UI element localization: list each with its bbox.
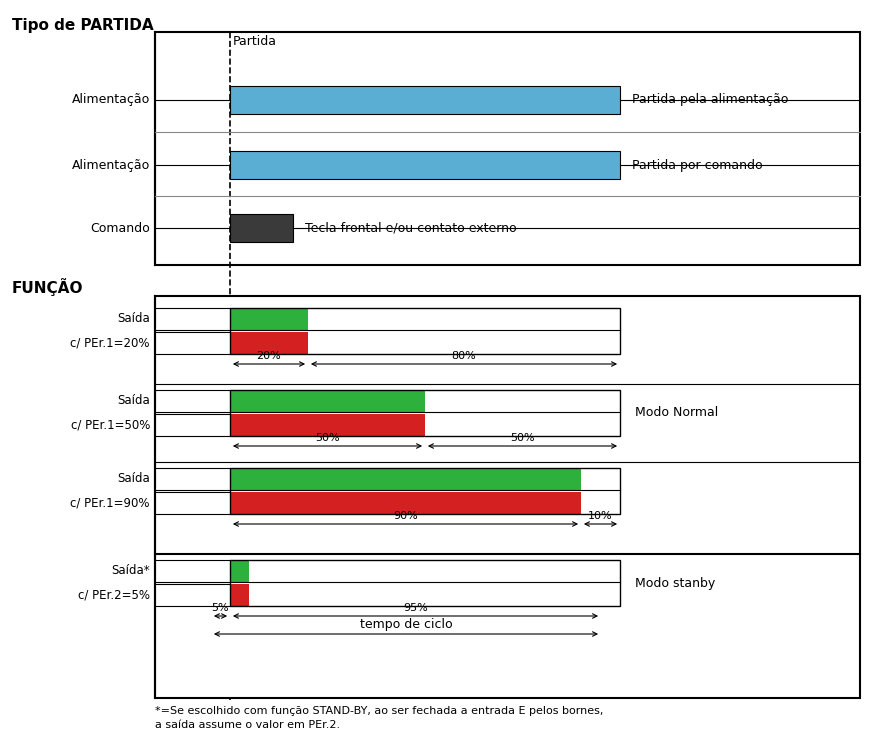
- Bar: [230, 308, 308, 330]
- Bar: [230, 492, 581, 514]
- Text: *=Se escolhido com função STAND-BY, ao ser fechada a entrada E pelos bornes,: *=Se escolhido com função STAND-BY, ao s…: [155, 706, 603, 716]
- Text: Saída: Saída: [117, 312, 150, 325]
- Bar: [230, 414, 620, 436]
- Text: Alimentação: Alimentação: [72, 159, 150, 172]
- Text: Alimentação: Alimentação: [72, 94, 150, 107]
- Bar: [308, 332, 620, 354]
- Text: c/ PEr.1=50%: c/ PEr.1=50%: [71, 419, 150, 431]
- Bar: [249, 584, 620, 606]
- Text: Tecla frontal e/ou contato externo: Tecla frontal e/ou contato externo: [305, 221, 517, 235]
- Bar: [230, 390, 425, 412]
- Bar: [230, 308, 620, 354]
- Text: Comando: Comando: [90, 221, 150, 235]
- Bar: [425, 390, 620, 412]
- Text: Modo stanby: Modo stanby: [635, 577, 715, 589]
- Bar: [230, 560, 249, 582]
- Text: Partida pela alimentação: Partida pela alimentação: [632, 94, 789, 107]
- Text: 20%: 20%: [257, 351, 282, 361]
- Text: 90%: 90%: [393, 511, 418, 521]
- Text: Modo Normal: Modo Normal: [635, 406, 719, 420]
- Bar: [230, 468, 620, 490]
- Bar: [230, 332, 308, 354]
- Bar: [230, 151, 620, 179]
- Text: c/ PEr.1=90%: c/ PEr.1=90%: [71, 496, 150, 510]
- Text: Saída: Saída: [117, 472, 150, 485]
- Text: FUNÇÃO: FUNÇÃO: [12, 278, 83, 296]
- Text: Saída*: Saída*: [112, 564, 150, 577]
- Text: 95%: 95%: [403, 603, 428, 613]
- Bar: [230, 308, 620, 330]
- Text: c/ PEr.1=20%: c/ PEr.1=20%: [71, 336, 150, 349]
- Bar: [230, 584, 620, 606]
- Bar: [155, 32, 860, 265]
- Bar: [230, 332, 620, 354]
- Bar: [230, 390, 620, 412]
- Bar: [581, 492, 620, 514]
- Bar: [581, 468, 620, 490]
- Text: Partida: Partida: [233, 35, 277, 48]
- Text: 50%: 50%: [510, 433, 535, 443]
- Text: a saída assume o valor em PEr.2.: a saída assume o valor em PEr.2.: [155, 720, 340, 730]
- Bar: [230, 584, 249, 606]
- Text: 50%: 50%: [315, 433, 340, 443]
- Text: 80%: 80%: [452, 351, 477, 361]
- Bar: [308, 308, 620, 330]
- Text: Tipo de PARTIDA: Tipo de PARTIDA: [12, 18, 153, 33]
- Text: 10%: 10%: [588, 511, 613, 521]
- Bar: [230, 468, 620, 514]
- Bar: [230, 86, 620, 114]
- Text: Partida por comando: Partida por comando: [632, 159, 763, 172]
- Text: 5%: 5%: [212, 603, 229, 613]
- Bar: [155, 296, 860, 698]
- Text: Saída: Saída: [117, 395, 150, 407]
- Bar: [230, 414, 425, 436]
- Bar: [249, 560, 620, 582]
- Bar: [230, 390, 620, 436]
- Bar: [230, 214, 293, 242]
- Bar: [230, 468, 581, 490]
- Bar: [230, 560, 620, 606]
- Text: tempo de ciclo: tempo de ciclo: [360, 618, 453, 631]
- Bar: [230, 560, 620, 582]
- Bar: [230, 492, 620, 514]
- Bar: [425, 414, 620, 436]
- Text: c/ PEr.2=5%: c/ PEr.2=5%: [78, 588, 150, 602]
